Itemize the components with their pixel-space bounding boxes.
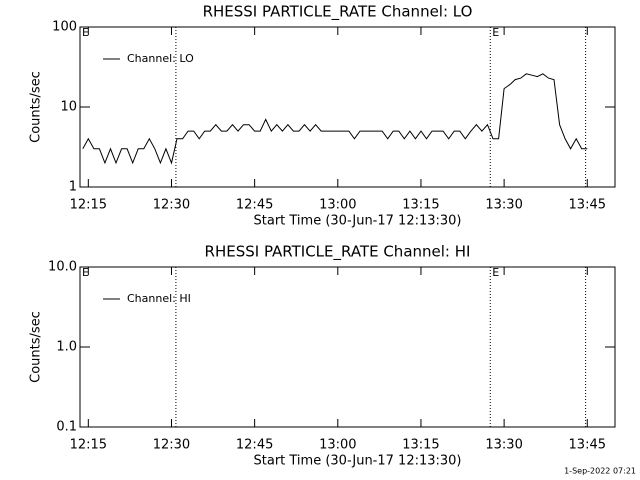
y-tick-label: 1.0 bbox=[56, 340, 77, 355]
y-tick-label: 10 bbox=[60, 100, 77, 115]
y-tick-label: 0.1 bbox=[56, 420, 77, 435]
x-axis-label: Start Time (30-Jun-17 12:13:30) bbox=[254, 214, 462, 229]
x-tick-label: 13:00 bbox=[319, 438, 356, 453]
y-tick-label: 1 bbox=[69, 180, 77, 195]
y-axis-label: Counts/sec bbox=[29, 71, 44, 143]
x-tick-label: 12:30 bbox=[153, 438, 190, 453]
x-tick-label: 13:00 bbox=[319, 198, 356, 213]
data-line bbox=[82, 73, 588, 165]
x-tick-label: 12:45 bbox=[236, 438, 273, 453]
legend-label: Channel: LO bbox=[127, 52, 194, 65]
chart-title: RHESSI PARTICLE_RATE Channel: HI bbox=[205, 243, 471, 262]
x-tick-label: 12:15 bbox=[70, 198, 107, 213]
y-tick-label: 10.0 bbox=[48, 260, 77, 275]
y-axis-label: Counts/sec bbox=[29, 311, 44, 383]
y-tick-label: 100 bbox=[52, 20, 77, 35]
footer: 1-Sep-2022 07:21 bbox=[564, 467, 636, 476]
x-tick-label: 13:30 bbox=[485, 438, 522, 453]
x-tick-label: 13:45 bbox=[569, 438, 606, 453]
x-tick-label: 12:45 bbox=[236, 198, 273, 213]
x-tick-label: 13:45 bbox=[569, 198, 606, 213]
x-tick-label: 13:15 bbox=[402, 438, 439, 453]
x-tick-label: 13:30 bbox=[485, 198, 522, 213]
x-tick-label: 12:15 bbox=[70, 438, 107, 453]
annotation: E bbox=[492, 26, 499, 39]
legend-label: Channel: HI bbox=[127, 292, 191, 305]
annotation: E bbox=[82, 266, 89, 279]
x-axis-label: Start Time (30-Jun-17 12:13:30) bbox=[254, 454, 462, 469]
chart-title: RHESSI PARTICLE_RATE Channel: LO bbox=[203, 3, 473, 22]
x-tick-label: 12:30 bbox=[153, 198, 190, 213]
annotation: E bbox=[492, 266, 499, 279]
x-tick-label: 13:15 bbox=[402, 198, 439, 213]
annotation: E bbox=[82, 26, 89, 39]
